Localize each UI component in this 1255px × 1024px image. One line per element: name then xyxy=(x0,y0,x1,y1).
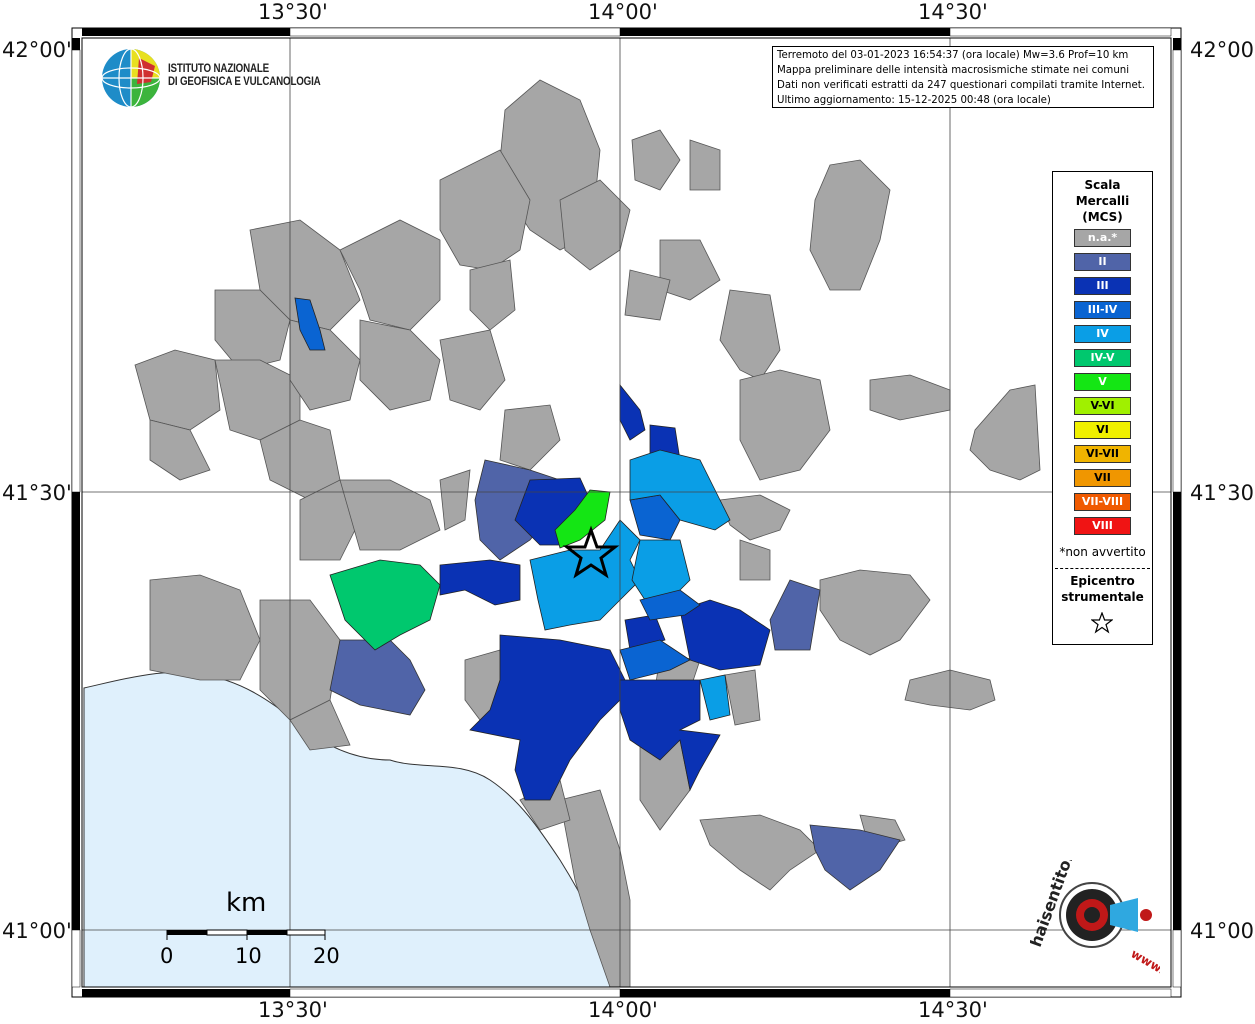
coord-top-1: 13°30' xyxy=(258,0,328,24)
legend-title-line-1: Scala xyxy=(1084,178,1121,192)
legend-item: VII-VIII xyxy=(1074,493,1131,511)
municipalities-V xyxy=(554,489,611,549)
event-info-line-4: Ultimo aggiornamento: 15-12-2025 00:48 (… xyxy=(777,95,1051,106)
coord-left-3: 41°00' xyxy=(2,919,72,943)
legend-separator xyxy=(1055,568,1150,569)
municipalities-IV-V xyxy=(329,559,441,651)
epicenter-star-icon xyxy=(562,525,620,579)
legend-item: VII xyxy=(1074,469,1131,487)
haisentito-url: www. xyxy=(1129,946,1161,977)
scale-tick-0: 0 xyxy=(160,944,174,968)
coord-right-2: 41°30' xyxy=(1190,481,1255,505)
legend-item: II xyxy=(1074,253,1131,271)
coord-bottom-2: 14°00' xyxy=(588,998,658,1022)
map-frame xyxy=(71,27,1182,998)
legend-star-icon xyxy=(1091,612,1113,634)
legend-item: V-VI xyxy=(1074,397,1131,415)
logo-line-1: ISTITUTO NAZIONALE xyxy=(168,63,270,75)
legend-item: IV xyxy=(1074,325,1131,343)
legend-item: n.a.* xyxy=(1074,229,1131,247)
event-info-line-2: Mappa preliminare delle intensità macros… xyxy=(777,65,1130,76)
legend-item: III xyxy=(1074,277,1131,295)
scale-unit: km xyxy=(226,888,267,918)
scale-bar xyxy=(166,929,326,940)
legend-item: VIII xyxy=(1074,517,1131,535)
legend-item: V xyxy=(1074,373,1131,391)
mcs-legend: Scala Mercalli (MCS) *non avvertito Epic… xyxy=(1052,171,1153,645)
coord-top-3: 14°30' xyxy=(918,0,988,24)
coord-bottom-1: 13°30' xyxy=(258,998,328,1022)
coord-top-2: 14°00' xyxy=(588,0,658,24)
coord-bottom-3: 14°30' xyxy=(918,998,988,1022)
coord-left-2: 41°30' xyxy=(2,481,72,505)
haisentito-logo-icon: haisentitoilterremoto.it www. xyxy=(1030,860,1161,977)
ingv-logo-text: ISTITUTO NAZIONALE DI GEOFISICA E VULCAN… xyxy=(168,63,321,89)
event-info-line-1: Terremoto del 03-01-2023 16:54:37 (ora l… xyxy=(777,50,1129,61)
event-info-line-3: Dati non verificati estratti da 247 ques… xyxy=(777,80,1145,91)
event-info-box: Terremoto del 03-01-2023 16:54:37 (ora l… xyxy=(772,46,1154,108)
legend-title-line-3: (MCS) xyxy=(1082,210,1123,224)
legend-item: III-IV xyxy=(1074,301,1131,319)
legend-epicenter-line-1: Epicentro xyxy=(1070,574,1135,588)
legend-item: VI-VII xyxy=(1074,445,1131,463)
scale-tick-10: 10 xyxy=(235,944,262,968)
coord-left-1: 42°00' xyxy=(2,38,72,62)
legend-title-line-2: Mercalli xyxy=(1075,194,1130,208)
legend-title: Scala Mercalli (MCS) xyxy=(1053,177,1152,225)
legend-note: *non avvertito xyxy=(1059,545,1146,559)
logo-line-2: DI GEOFISICA E VULCANOLOGIA xyxy=(168,76,321,88)
legend-epicenter-label: Epicentro strumentale xyxy=(1053,573,1152,605)
ingv-logo-icon xyxy=(101,48,161,108)
coord-right-3: 41°00' xyxy=(1190,919,1255,943)
scale-tick-20: 20 xyxy=(313,944,340,968)
legend-epicenter-line-2: strumentale xyxy=(1061,590,1144,604)
legend-item: VI xyxy=(1074,421,1131,439)
coord-right-1: 42°00' xyxy=(1190,38,1255,62)
legend-item: IV-V xyxy=(1074,349,1131,367)
